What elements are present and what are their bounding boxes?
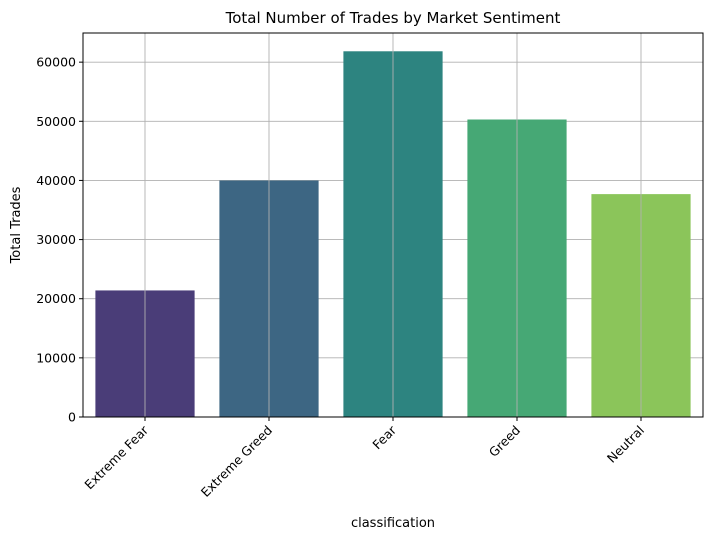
- y-tick-label: 10000: [36, 350, 76, 365]
- x-axis-ticks: Extreme Fear Extreme Greed Fear Greed Neutra…: [81, 417, 647, 500]
- x-tick-label: Extreme Greed: [198, 423, 275, 500]
- x-tick-label: Neutral: [604, 423, 647, 466]
- y-tick-label: 50000: [36, 114, 76, 129]
- y-tick-label: 40000: [36, 173, 76, 188]
- y-tick-label: 60000: [36, 55, 76, 70]
- y-tick-label: 0: [68, 410, 76, 425]
- chart-title: Total Number of Trades by Market Sentime…: [225, 9, 561, 27]
- x-tick-label: Fear: [369, 422, 399, 452]
- y-tick-label: 20000: [36, 291, 76, 306]
- vertical-grid-lines: [144, 33, 642, 417]
- x-tick-label: Greed: [486, 423, 523, 460]
- x-tick-label: Extreme Fear: [81, 422, 151, 492]
- y-axis-label: Total Trades: [9, 186, 24, 264]
- y-axis-ticks: 0 10000 20000 30000 40000 50000 60000: [36, 55, 83, 425]
- x-axis-label: classification: [351, 516, 435, 531]
- y-tick-label: 30000: [36, 232, 76, 247]
